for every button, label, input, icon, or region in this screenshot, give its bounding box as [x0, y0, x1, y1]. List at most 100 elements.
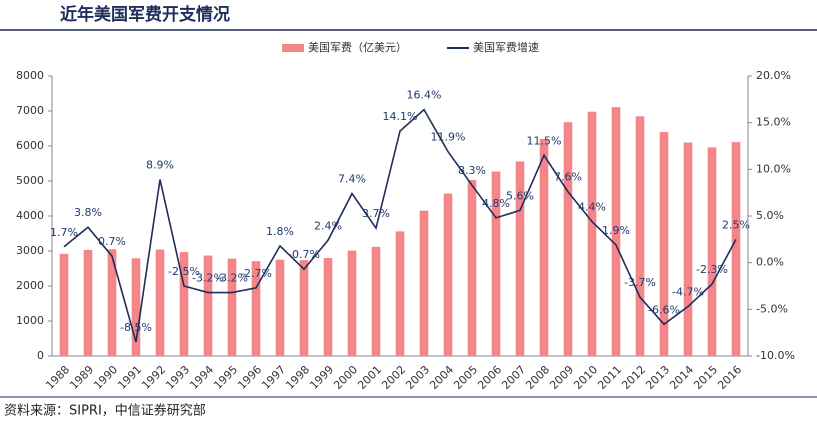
y-tick-label: 1000 [16, 314, 44, 327]
data-label: -4.7% [672, 286, 704, 299]
chart-title: 近年美国军费开支情况 [60, 4, 230, 25]
bar [563, 122, 573, 356]
data-label: -2.5% [168, 265, 200, 278]
data-label: 11.5% [527, 134, 562, 147]
data-label: 14.1% [383, 110, 418, 123]
x-tick-label: 1998 [283, 363, 312, 392]
y2-tick-label: -5.0% [756, 302, 788, 315]
x-tick-label: 2002 [379, 363, 408, 392]
x-tick-label: 2008 [523, 363, 552, 392]
y2-tick-label: 10.0% [756, 162, 791, 175]
data-label: 1.7% [50, 226, 78, 239]
y2-tick-label: 0.0% [756, 256, 784, 269]
bar [683, 142, 693, 356]
bar [731, 142, 741, 356]
x-tick-label: 1988 [43, 363, 72, 392]
data-label: 4.8% [482, 197, 510, 210]
y-tick-label: 0 [37, 349, 44, 362]
data-label: 16.4% [407, 89, 442, 102]
x-tick-label: 1995 [211, 363, 240, 392]
y2-tick-label: 15.0% [756, 116, 791, 129]
bar [443, 193, 453, 356]
x-tick-label: 1993 [163, 363, 192, 392]
x-tick-label: 2004 [427, 363, 456, 392]
data-label: 2.5% [722, 218, 750, 231]
source: 资料来源：SIPRI，中信证券研究部 [4, 403, 206, 419]
data-label: -6.6% [648, 303, 680, 316]
bar [467, 179, 477, 356]
data-label: -3.2% [216, 272, 248, 285]
bar [539, 139, 549, 356]
data-label: 0.7% [98, 235, 126, 248]
bar [347, 250, 357, 356]
bar [59, 253, 69, 356]
bar [707, 147, 717, 356]
bar [203, 255, 213, 356]
bar [515, 161, 525, 356]
x-tick-label: 2006 [475, 363, 504, 392]
x-tick-label: 2012 [619, 363, 648, 392]
x-tick-label: 2005 [451, 363, 480, 392]
x-tick-label: 2016 [715, 363, 744, 392]
legend-swatch [282, 44, 304, 52]
bar [131, 258, 141, 356]
x-tick-label: 1994 [187, 363, 216, 392]
data-label: 8.9% [146, 159, 174, 172]
y2-tick-label: -10.0% [756, 349, 795, 362]
x-tick-label: 2003 [403, 363, 432, 392]
x-tick-label: 2009 [547, 363, 576, 392]
x-tick-label: 1989 [67, 363, 96, 392]
bar [635, 116, 645, 356]
y-tick-label: 7000 [16, 104, 44, 117]
x-tick-label: 2014 [667, 363, 696, 392]
data-label: 5.6% [506, 189, 534, 202]
data-label: -3.7% [624, 276, 656, 289]
bar [299, 260, 309, 356]
data-label: 3.8% [74, 206, 102, 219]
y2-tick-label: 20.0% [756, 69, 791, 82]
y-tick-label: 2000 [16, 279, 44, 292]
y2-tick-label: 5.0% [756, 209, 784, 222]
bar [659, 132, 669, 356]
data-label: 8.3% [458, 164, 486, 177]
bar [179, 252, 189, 356]
data-label: 2.4% [314, 219, 342, 232]
y-tick-label: 5000 [16, 174, 44, 187]
bar [227, 258, 237, 356]
bar [323, 258, 333, 356]
x-tick-label: 2010 [571, 363, 600, 392]
data-label: 11.9% [431, 131, 466, 144]
x-tick-label: 1990 [91, 363, 120, 392]
data-label: 4.4% [578, 201, 606, 214]
y-tick-label: 8000 [16, 69, 44, 82]
legend-label: 美国军费（亿美元） [308, 41, 407, 54]
x-tick-label: 2015 [691, 363, 720, 392]
x-tick-label: 1997 [259, 363, 288, 392]
data-label: 1.9% [602, 224, 630, 237]
y-tick-label: 4000 [16, 209, 44, 222]
y-tick-label: 6000 [16, 139, 44, 152]
data-label: 7.6% [554, 171, 582, 184]
bar [83, 249, 93, 356]
x-tick-label: 2011 [595, 363, 624, 392]
data-label: 3.7% [362, 207, 390, 220]
x-tick-label: 1996 [235, 363, 264, 392]
x-tick-label: 1991 [115, 363, 144, 392]
legend-label: 美国军费增速 [473, 40, 539, 54]
bar [395, 231, 405, 356]
bar [419, 210, 429, 356]
bar [371, 246, 381, 356]
line [63, 108, 737, 343]
data-label: -2.7% [240, 267, 272, 280]
data-label: 1.8% [266, 225, 294, 238]
x-tick-label: 2007 [499, 363, 528, 392]
x-tick-label: 1992 [139, 363, 168, 392]
data-label: -0.7% [288, 248, 320, 261]
x-tick-label: 1999 [307, 363, 336, 392]
bar [491, 171, 501, 356]
x-tick-label: 2001 [355, 363, 384, 392]
bar [587, 111, 597, 356]
data-label: -2.3% [696, 263, 728, 276]
bar [107, 249, 117, 356]
